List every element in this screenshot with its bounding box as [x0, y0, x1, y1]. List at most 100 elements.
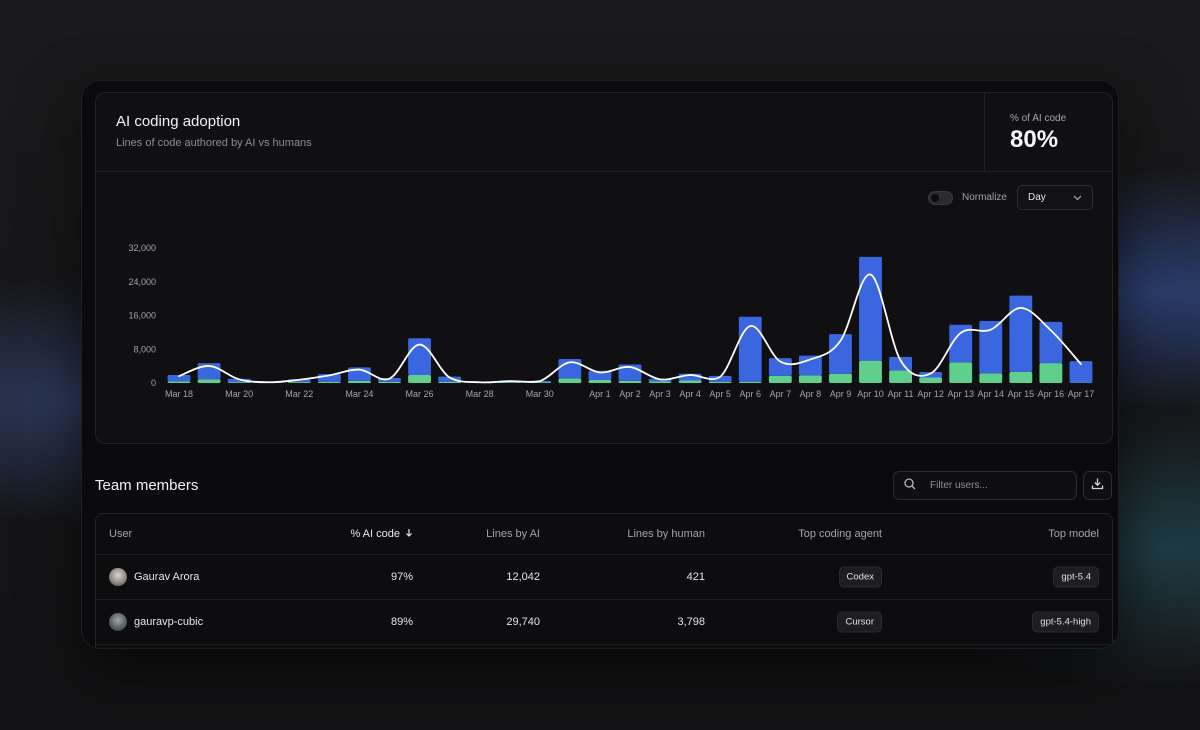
ai-code-kpi: % of AI code 80% [984, 93, 1112, 172]
chart-controls: Normalize Day [928, 185, 1093, 210]
x-tick-label: Mar 22 [285, 389, 313, 399]
card-header: AI coding adoption Lines of code authore… [96, 93, 1112, 172]
chevron-down-icon [1073, 193, 1082, 203]
x-tick-label: Mar 28 [466, 389, 494, 399]
col-top-model[interactable]: Top model [1048, 528, 1099, 540]
x-tick-label: Apr 16 [1038, 389, 1065, 399]
lines-human-value: 3,798 [677, 616, 705, 628]
col-lines-human[interactable]: Lines by human [627, 528, 705, 540]
x-tick-label: Mar 24 [345, 389, 373, 399]
user-cell: gauravp-cubic [109, 613, 203, 631]
table-row[interactable]: gauravp-cubic 89% 29,740 3,798 Cursor gp… [96, 600, 1112, 645]
x-tick-label: Apr 7 [770, 389, 792, 399]
agent-badge-label: Cursor [837, 612, 882, 633]
sort-desc-icon [405, 528, 413, 540]
model-badge-label: gpt-5.4-high [1032, 612, 1099, 633]
agent-badge-label: Codex [839, 567, 882, 588]
x-tick-label: Mar 18 [165, 389, 193, 399]
bar-human-segment [198, 379, 221, 383]
x-tick-label: Apr 12 [917, 389, 944, 399]
ai-pct-value: 89% [391, 616, 413, 628]
y-tick-label: 8,000 [133, 344, 156, 354]
toggle-knob [931, 194, 939, 202]
card-subtitle: Lines of code authored by AI vs humans [116, 137, 312, 149]
download-icon [1091, 477, 1104, 495]
lines-ai-value: 12,042 [506, 571, 540, 583]
col-user[interactable]: User [109, 528, 132, 540]
card-title: AI coding adoption [116, 113, 240, 130]
x-tick-label: Apr 15 [1008, 389, 1035, 399]
user-cell: Gaurav Arora [109, 568, 199, 586]
ai-pct-value: 97% [391, 571, 413, 583]
avatar [109, 568, 127, 586]
x-tick-label: Apr 2 [619, 389, 641, 399]
bar-human-segment [799, 375, 822, 383]
y-tick-label: 24,000 [128, 277, 156, 287]
x-tick-label: Apr 9 [830, 389, 852, 399]
bar-human-segment [919, 378, 942, 383]
bar-ai-segment [1039, 322, 1062, 363]
table-header: User % AI code Lines by AI Lines by huma… [96, 514, 1112, 555]
kpi-label: % of AI code [1010, 113, 1066, 124]
bar-human-segment [348, 381, 371, 383]
agent-badge: Cursor [837, 612, 882, 633]
bar-human-segment [1039, 363, 1062, 383]
user-search[interactable] [893, 471, 1077, 500]
granularity-select[interactable]: Day [1017, 185, 1093, 210]
bar-human-segment [649, 381, 672, 383]
bar-human-segment [558, 378, 581, 383]
y-tick-label: 0 [151, 378, 156, 388]
x-tick-label: Apr 14 [978, 389, 1005, 399]
col-top-agent[interactable]: Top coding agent [798, 528, 882, 540]
col-ai-code[interactable]: % AI code [350, 528, 413, 540]
y-tick-label: 32,000 [128, 243, 156, 253]
x-tick-label: Apr 6 [740, 389, 762, 399]
team-table: User % AI code Lines by AI Lines by huma… [95, 513, 1113, 648]
ai-adoption-card: AI coding adoption Lines of code authore… [95, 92, 1113, 444]
bar-human-segment [679, 380, 702, 383]
lines-human-value: 421 [687, 571, 705, 583]
bar-human-segment [1009, 372, 1032, 383]
app-window: AI coding adoption Lines of code authore… [82, 81, 1118, 648]
model-badge-label: gpt-5.4 [1053, 567, 1099, 588]
normalize-toggle[interactable] [928, 191, 953, 205]
x-tick-label: Apr 17 [1068, 389, 1095, 399]
col-lines-ai[interactable]: Lines by AI [486, 528, 540, 540]
x-tick-label: Apr 4 [679, 389, 701, 399]
x-tick-label: Apr 13 [947, 389, 974, 399]
kpi-value: 80% [1010, 126, 1058, 154]
filter-users-input[interactable] [930, 480, 1070, 491]
stacked-bar-chart: 0 8,000 16,000 24,000 32,000 Mar 18 Mar 20 Mar … [96, 211, 1114, 411]
bar-human-segment [829, 374, 852, 383]
model-badge: gpt-5.4 [1053, 567, 1099, 588]
bar-human-segment [619, 381, 642, 383]
table-row[interactable]: Gaurav Arora 97% 12,042 421 Codex gpt-5.… [96, 555, 1112, 600]
avatar [109, 613, 127, 631]
search-icon [904, 477, 916, 495]
team-members-title: Team members [95, 477, 198, 494]
bar-ai-segment [859, 257, 882, 361]
x-tick-label: Mar 26 [406, 389, 434, 399]
x-tick-label: Mar 20 [225, 389, 253, 399]
x-tick-label: Apr 8 [800, 389, 822, 399]
bar-human-segment [378, 382, 401, 383]
col-ai-code-label: % AI code [350, 528, 400, 540]
bar-human-segment [438, 382, 461, 383]
bar-human-segment [709, 382, 732, 383]
download-button[interactable] [1083, 471, 1112, 500]
bar-human-segment [979, 373, 1002, 383]
x-tick-label: Mar 30 [526, 389, 554, 399]
x-tick-label: Apr 1 [589, 389, 611, 399]
agent-badge: Codex [839, 567, 882, 588]
bar-human-segment [769, 376, 792, 383]
x-tick-label: Apr 10 [857, 389, 884, 399]
bar-human-segment [949, 362, 972, 383]
user-name: gauravp-cubic [134, 616, 203, 628]
bar-human-segment [589, 380, 612, 383]
bar-human-segment [739, 382, 762, 383]
trend-line [179, 274, 1081, 382]
bar-human-segment [228, 382, 251, 383]
user-name: Gaurav Arora [134, 571, 199, 583]
x-tick-label: Apr 3 [649, 389, 671, 399]
lines-ai-value: 29,740 [506, 616, 540, 628]
